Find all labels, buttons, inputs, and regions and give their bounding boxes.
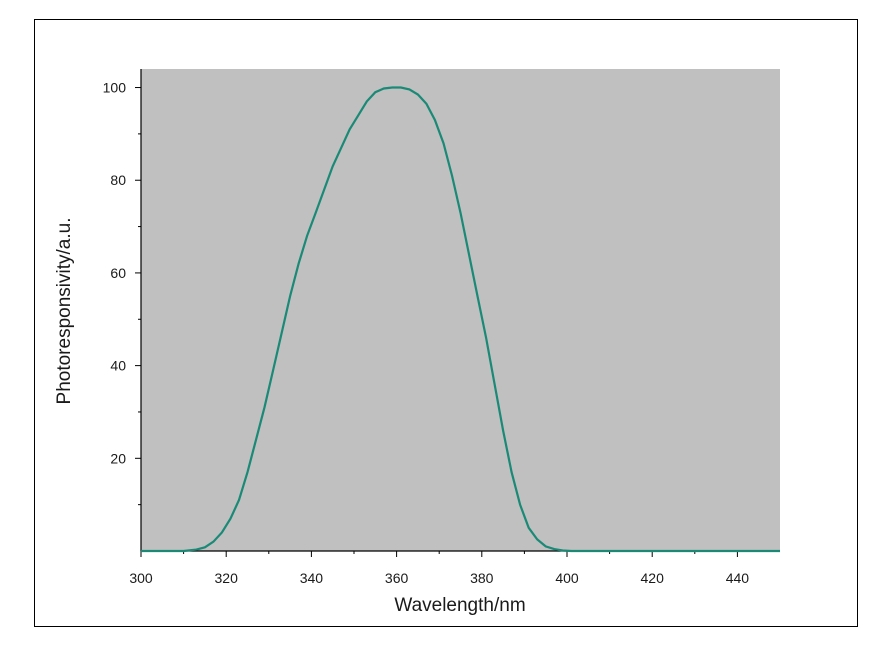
x-tick-label: 440 bbox=[726, 570, 750, 586]
x-tick-label: 360 bbox=[385, 570, 409, 586]
x-tick-label: 320 bbox=[215, 570, 239, 586]
y-tick-label: 100 bbox=[103, 80, 127, 96]
y-tick-label: 20 bbox=[110, 450, 126, 466]
x-tick-label: 420 bbox=[641, 570, 665, 586]
series-line bbox=[141, 86, 780, 553]
y-tick-label: 60 bbox=[110, 265, 126, 281]
plot-area bbox=[141, 69, 780, 551]
x-tick-label: 300 bbox=[129, 570, 153, 586]
x-tick-label: 380 bbox=[470, 570, 494, 586]
x-tick-label: 340 bbox=[300, 570, 324, 586]
y-tick-label: 40 bbox=[110, 358, 126, 374]
y-tick-label: 80 bbox=[110, 172, 126, 188]
tick-labels: 300 320 340 360 380 400 420 440 20 40 60 80 100 bbox=[103, 80, 750, 586]
x-tick-label: 400 bbox=[555, 570, 579, 586]
y-axis-title: Photoresponsivity/a.u. bbox=[54, 218, 75, 405]
x-axis-title: Wavelength/nm bbox=[394, 595, 525, 616]
